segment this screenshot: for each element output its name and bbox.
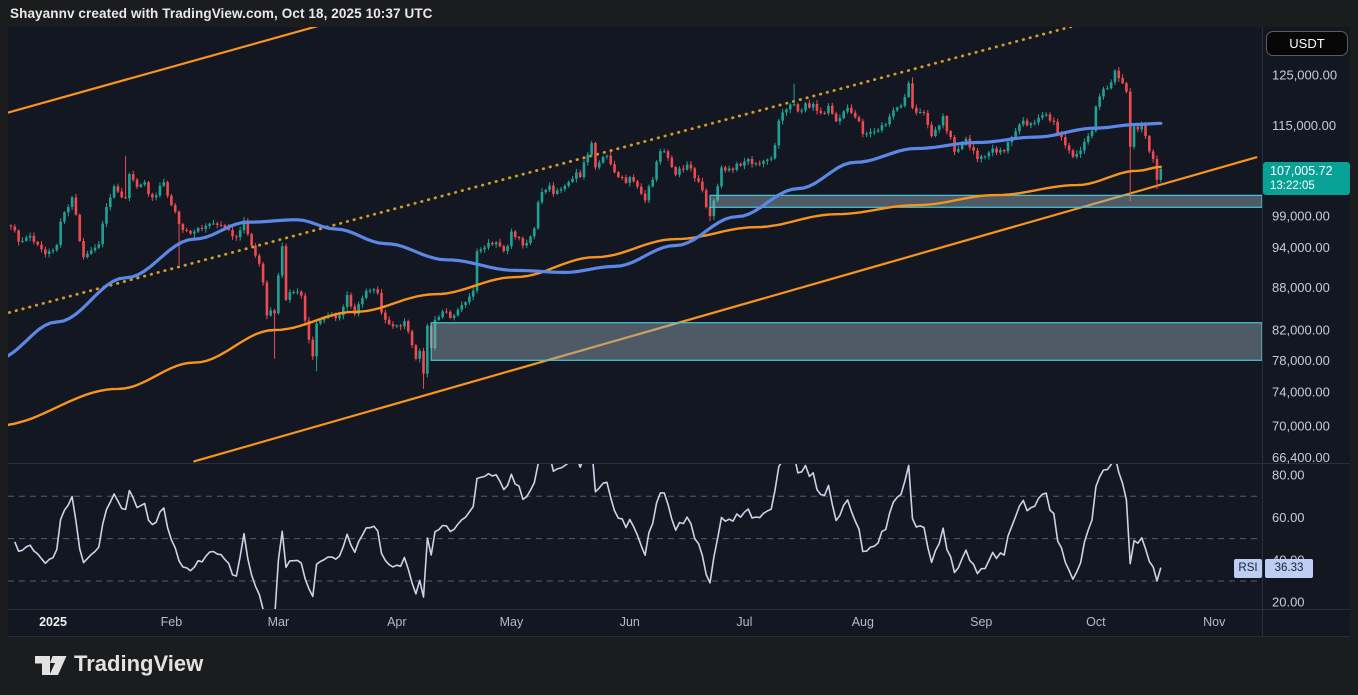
axis-label: 80.00 (1272, 468, 1305, 483)
chart-canvas[interactable]: 125,000.00 115,000.00 99,000.00 94,000.00 88… (8, 27, 1350, 637)
axis-label: 20.00 (1272, 595, 1305, 610)
axis-label: Jul (736, 615, 752, 629)
resistance-flip-zone (709, 194, 1262, 208)
last-price-value: 107,005.72 (1270, 164, 1333, 178)
axis-label: 82,000.00 (1272, 323, 1330, 338)
axis-label: Apr (387, 615, 406, 629)
axis-label: 99,000.00 (1272, 209, 1330, 224)
bar-countdown: 13:22:05 (1270, 180, 1315, 192)
quote-currency-button[interactable]: USDT (1266, 31, 1348, 56)
axis-label: 74,000.00 (1272, 385, 1330, 400)
main-pane[interactable] (8, 27, 1262, 463)
rsi-pane[interactable] (8, 446, 1262, 626)
rsi-indicator-label: RSI (1234, 559, 1262, 578)
axes[interactable]: 125,000.00 115,000.00 99,000.00 94,000.00 88… (8, 27, 1350, 637)
chart-panel: 125,000.00 115,000.00 99,000.00 94,000.00 88… (8, 27, 1350, 637)
axis-label: Mar (268, 615, 290, 629)
attribution-title: Shayannv created with TradingView.com, O… (10, 6, 433, 21)
axis-label: 66,400.00 (1272, 450, 1330, 465)
last-price-badge: 107,005.72 13:22:05 (1263, 162, 1350, 195)
axis-label: 2025 (39, 615, 67, 629)
footer-bar: TradingView (0, 637, 1358, 695)
axis-label: 115,000.00 (1272, 118, 1336, 133)
axis-label: 78,000.00 (1272, 353, 1330, 368)
tradingview-logo-text[interactable]: TradingView (74, 651, 204, 676)
tradingview-logo-icon[interactable] (34, 650, 68, 682)
support-zone (430, 322, 1262, 361)
axis-label: Aug (852, 615, 874, 629)
axis-label: 88,000.00 (1272, 280, 1330, 295)
axis-label: Jun (620, 615, 640, 629)
axis-label: Nov (1203, 615, 1226, 629)
axis-label: 70,000.00 (1272, 418, 1330, 433)
axis-label: May (500, 615, 524, 629)
rsi-value-badge: 36.33 (1265, 559, 1313, 578)
axis-label: Sep (970, 615, 992, 629)
axis-label: 125,000.00 (1272, 68, 1337, 83)
axis-label: Feb (161, 615, 183, 629)
axis-label: 94,000.00 (1272, 240, 1330, 255)
axis-label: 60.00 (1272, 510, 1305, 525)
axis-label: Oct (1086, 615, 1106, 629)
